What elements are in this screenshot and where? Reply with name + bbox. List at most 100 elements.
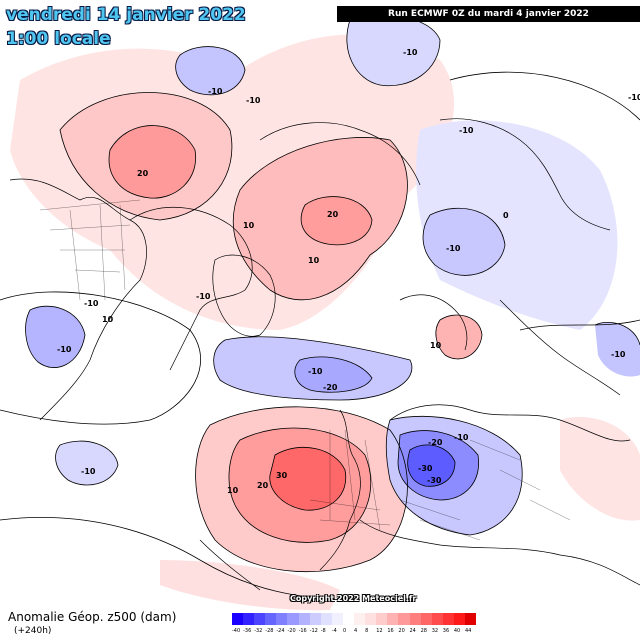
anomaly-field-europe-core (269, 447, 346, 511)
anomaly-field-eurasia-core (407, 444, 455, 487)
colorbar-tick-label: 4 (354, 628, 358, 634)
colorbar-tick-label: -8 (320, 628, 326, 634)
colorbar-tick-label: 8 (365, 628, 369, 634)
colorbar-tick-label: 0 (342, 628, 347, 634)
colorbar-cell (331, 613, 343, 625)
colorbar-tick-label: 32 (431, 628, 439, 634)
colorbar-cell (309, 613, 321, 625)
colorbar-tick-label: -20 (287, 628, 296, 634)
label-far-m10b: -10 (628, 93, 640, 102)
colorbar-cell (243, 613, 255, 625)
label-arctic-10: 10 (243, 221, 255, 230)
label-eurasia-m30b: -30 (427, 476, 442, 485)
colorbar-cell (442, 613, 454, 625)
colorbar-cell (354, 613, 366, 625)
colorbar-cell (365, 613, 377, 625)
anomaly-field-westcoast-blue (25, 306, 85, 368)
colorbar-tick-label: 44 (464, 628, 472, 634)
label-europe-20: 20 (257, 481, 269, 490)
colorbar-cell (342, 613, 355, 625)
footer-step: (+240h) (14, 626, 52, 636)
label-greenland-10: 10 (308, 256, 320, 265)
colorbar-tick-label: 24 (409, 628, 416, 634)
label-europe-10: 10 (227, 486, 239, 495)
colorbar-ticks: -40 -36 -32 -28 -24 -20 -16 -12 -8 -4 0 4 8 12 16 20 24 2… (232, 628, 476, 634)
colorbar-tick-label: 36 (442, 628, 450, 634)
colorbar-tick-label: -36 (243, 628, 252, 634)
label-eurasia-m10: -10 (454, 433, 469, 442)
label-canada-10: 10 (102, 315, 114, 324)
contour-value-labels: 20 20 -10 -10 10 10 10 -10 -10 -10 -10 -… (57, 48, 640, 495)
colorbar-tick-label: -32 (254, 628, 263, 634)
label-asia-10: 10 (430, 341, 442, 350)
colorbar (232, 613, 477, 625)
colorbar-tick-label: -28 (265, 628, 274, 634)
label-alaska-20: 20 (137, 169, 149, 178)
label-atlantic-m10: -10 (308, 367, 323, 376)
label-far-m10: -10 (403, 48, 418, 57)
colorbar-tick-label: 12 (376, 628, 383, 634)
label-north-pacific-m10b: -10 (246, 96, 261, 105)
colorbar-tick-label: -24 (276, 628, 285, 634)
anomaly-field-southwest-blue (55, 441, 118, 485)
colorbar-tick-label: -4 (331, 628, 337, 634)
forecast-date: vendredi 14 janvier 2022 (6, 5, 246, 25)
colorbar-tick-label: 28 (420, 628, 427, 634)
colorbar-cell (265, 613, 277, 625)
colorbar-cell (453, 613, 465, 625)
label-canada-m10: -10 (84, 299, 99, 308)
label-asia-m10: -10 (446, 244, 461, 253)
forecast-time: 1:00 locale (6, 29, 111, 49)
colorbar-cell (232, 613, 244, 625)
anomaly-field-siberia-core (301, 196, 372, 245)
anomaly-field-light-blue-east (416, 120, 618, 330)
label-eurasia-m30: -30 (418, 464, 433, 473)
colorbar-tick-label: -16 (298, 628, 307, 634)
colorbar-tick-label: -12 (309, 628, 318, 634)
colorbar-tick-label: 20 (398, 628, 405, 634)
label-atlantic-m20: -20 (323, 383, 338, 392)
label-westcoast-m10: -10 (57, 345, 72, 354)
colorbar-cell (387, 613, 399, 625)
anomaly-field-east-pale-red (560, 416, 640, 521)
anomaly-field-canada-core (294, 356, 372, 393)
colorbar-cell (464, 613, 477, 625)
colorbar-cell (276, 613, 288, 625)
colorbar-cell (287, 613, 299, 625)
anomaly-field-blue-east (423, 208, 505, 276)
anomaly-field-far-east-blue (595, 322, 640, 377)
coastlines (9, 118, 640, 591)
colorbar-tick-label: -40 (232, 628, 241, 634)
anomaly-field-south-red (160, 560, 340, 611)
label-europe-30: 30 (276, 471, 288, 480)
anomaly-field-asia-red (435, 315, 482, 359)
footer-title: Anomalie Géop. z500 (dam) (8, 610, 177, 624)
colorbar-cell (376, 613, 388, 625)
colorbar-cell (298, 613, 310, 625)
label-w-m10: -10 (611, 350, 626, 359)
label-eurasia-m20: -20 (428, 438, 443, 447)
colorbar-cell (320, 613, 332, 625)
colorbar-cell (420, 613, 432, 625)
colorbar-tick-label: 16 (387, 628, 394, 634)
colorbar-cell (398, 613, 410, 625)
anomaly-field-alaska-core (109, 125, 196, 199)
colorbar-tick-label: 40 (453, 628, 461, 634)
colorbar-cell (254, 613, 266, 625)
label-north-pacific-m10: -10 (208, 87, 223, 96)
label-hudson-m10: -10 (196, 292, 211, 301)
label-asia-m10b: -10 (459, 126, 474, 135)
anomaly-field-north-pacific-blue (175, 46, 245, 95)
label-sw-m10: -10 (81, 467, 96, 476)
label-siberia-20: 20 (327, 210, 339, 219)
colorbar-cell (409, 613, 421, 625)
contour-lines (0, 14, 640, 601)
label-asia-0: 0 (503, 211, 509, 220)
colorbar-cell (431, 613, 443, 625)
run-banner: Run ECMWF 0Z du mardi 4 janvier 2022 (337, 6, 640, 22)
anomaly-fields (10, 15, 640, 611)
anomaly-field-north-blue (346, 15, 440, 86)
copyright-label: Copyright 2022 Meteociel.fr (290, 594, 417, 603)
